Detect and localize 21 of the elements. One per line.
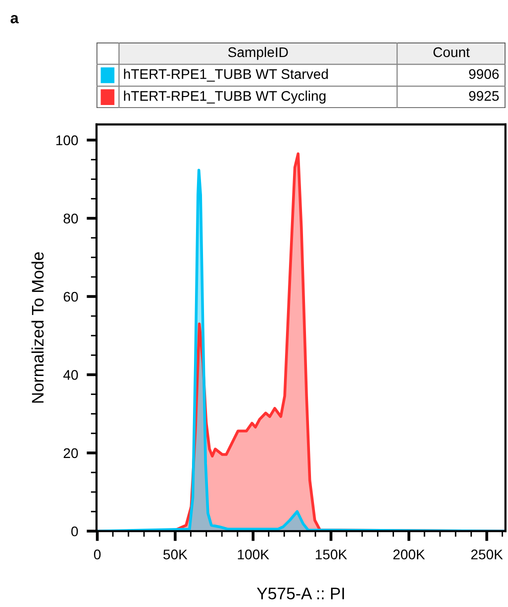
x-tick-label: 0 xyxy=(94,550,101,560)
y-axis-title: Normalized To Mode xyxy=(31,252,44,403)
legend-label: hTERT-RPE1_TUBB WT Cycling xyxy=(124,90,326,104)
y-tick-label: 80 xyxy=(64,214,78,224)
x-tick-label: 250K xyxy=(471,550,503,560)
y-tick-label: 0 xyxy=(71,526,78,536)
y-tick-label: 20 xyxy=(64,448,78,458)
y-tick-label: 40 xyxy=(63,370,78,380)
y-tick-label: 100 xyxy=(56,135,78,146)
text: Count xyxy=(433,47,470,58)
y-tick-label: 60 xyxy=(64,292,78,302)
x-tick-label: 50K xyxy=(163,550,188,560)
text: a xyxy=(10,14,19,24)
text: 9925 xyxy=(469,91,499,101)
x-axis-title: Y575-A :: PI xyxy=(256,588,344,600)
legend-label: hTERT-RPE1_TUBB WT Starved xyxy=(124,68,328,82)
x-tick-label: 150K xyxy=(316,550,348,560)
text: 9906 xyxy=(469,69,499,79)
x-tick-label: 100K xyxy=(238,550,270,560)
legend-title: SampleID xyxy=(228,46,288,60)
x-tick-label: 200K xyxy=(393,550,425,560)
